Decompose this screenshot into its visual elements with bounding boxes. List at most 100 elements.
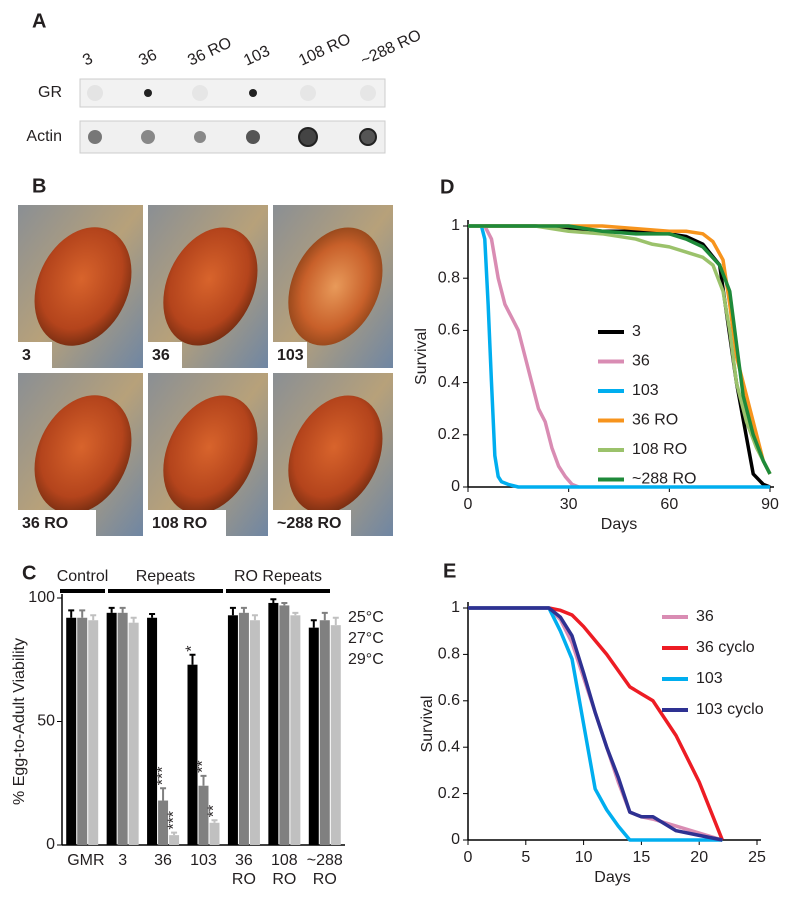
blot-strip (79, 120, 386, 154)
x-tick-label: 3 (118, 852, 128, 869)
error-bar (292, 611, 299, 616)
eye (288, 227, 383, 346)
eye-label: 3 (22, 347, 31, 364)
legend-label: 36 (696, 608, 714, 625)
bar (147, 617, 158, 845)
legend-label: 36 (632, 353, 650, 370)
x-label-box: ~288 RO (307, 852, 343, 888)
error-bar (200, 774, 207, 786)
y-tick-label: 0.6 (438, 692, 460, 709)
column-label: 103 (241, 43, 272, 70)
legend-label: 36 cyclo (696, 639, 755, 656)
error-bar (332, 616, 339, 626)
bar (308, 627, 319, 845)
y-tick-label: 0.2 (438, 785, 460, 802)
x-axis-title: Days (594, 869, 630, 886)
error-bar (270, 598, 277, 603)
label-box (148, 510, 226, 536)
x-tick-label: 5 (521, 849, 530, 866)
bar (88, 620, 99, 845)
x-tick-label: 30 (560, 496, 578, 513)
legend-label: 103 (632, 382, 659, 399)
error-bar (251, 614, 258, 621)
legend-label: 27°C (348, 630, 384, 647)
group-label: RO Repeats (234, 568, 322, 585)
x-tick-label: 25 (748, 849, 766, 866)
error-bar (229, 606, 236, 616)
x-tick-label: 90 (761, 496, 779, 513)
error-bar (171, 831, 178, 836)
error-bar (119, 606, 126, 613)
error-bar (130, 616, 137, 623)
error-bar (68, 609, 75, 618)
x-label-box: 103 (190, 852, 217, 869)
x-tick-label: 60 (660, 496, 678, 513)
bar (227, 615, 238, 845)
x-tick-label: 20 (690, 849, 708, 866)
legend-label: 108 RO (632, 441, 687, 458)
y-tick-label: 1 (451, 217, 460, 234)
bar (158, 800, 169, 845)
significance: *** (154, 767, 171, 786)
error-bar (108, 606, 115, 613)
eye (163, 395, 258, 514)
x-tick-label: 36 RO (231, 852, 256, 888)
bar (290, 615, 301, 845)
y-tick-label: 0.2 (438, 426, 460, 443)
y-tick-label: 0.4 (438, 738, 460, 755)
x-tick-label: 103 (190, 852, 217, 869)
eye-label: ~288 RO (277, 515, 341, 532)
panel-letter: D (440, 176, 454, 198)
x-label-box: 3 (118, 852, 128, 869)
y-tick-label: 1 (451, 599, 460, 616)
y-axis-title: % Egg-to-Adult Viability (11, 638, 28, 805)
x-label-box: 108 RO (271, 852, 298, 888)
legend-label: ~288 RO (632, 471, 696, 488)
y-tick-label: 0 (46, 836, 55, 853)
legend-label: 36 RO (632, 412, 678, 429)
bar (249, 620, 260, 845)
panel-letter: A (32, 10, 46, 32)
survival-line (468, 606, 724, 841)
error-bar (90, 614, 97, 621)
group-label: Control (57, 568, 109, 585)
error-bar (310, 619, 317, 628)
column-label: 36 RO (185, 34, 234, 69)
blot-strip (79, 78, 386, 108)
y-tick-label: 0.8 (438, 269, 460, 286)
label-box (18, 342, 52, 368)
eye (163, 227, 258, 346)
eye (34, 227, 132, 346)
eye (34, 395, 132, 514)
bar (198, 785, 209, 845)
eye (288, 395, 383, 514)
significance: ** (206, 805, 223, 817)
x-tick-label: 10 (575, 849, 593, 866)
bar (106, 612, 117, 845)
panel-letter: B (32, 175, 46, 197)
y-tick-label: 100 (28, 589, 55, 606)
label-box (273, 342, 307, 368)
x-tick-label: GMR (67, 852, 105, 869)
x-label-box: GMR (67, 852, 105, 869)
y-tick-label: 0.8 (438, 646, 460, 663)
survival-line (468, 224, 772, 475)
survival-line (468, 606, 723, 842)
bar (330, 625, 341, 845)
error-bar (160, 787, 167, 801)
eye-label: 36 (152, 347, 170, 364)
y-tick-label: 50 (37, 713, 55, 730)
x-label-box: 36 (154, 852, 172, 869)
significance: *** (165, 811, 182, 830)
x-tick-label: 15 (633, 849, 651, 866)
legend-label: 3 (632, 323, 641, 340)
error-bar (149, 613, 156, 618)
survival-line (468, 224, 772, 475)
significance: * (184, 646, 201, 652)
panel-letter: E (443, 560, 456, 582)
bar (66, 617, 77, 845)
error-bar (321, 611, 328, 621)
bar (268, 602, 279, 845)
column-label: 36 (136, 46, 159, 69)
